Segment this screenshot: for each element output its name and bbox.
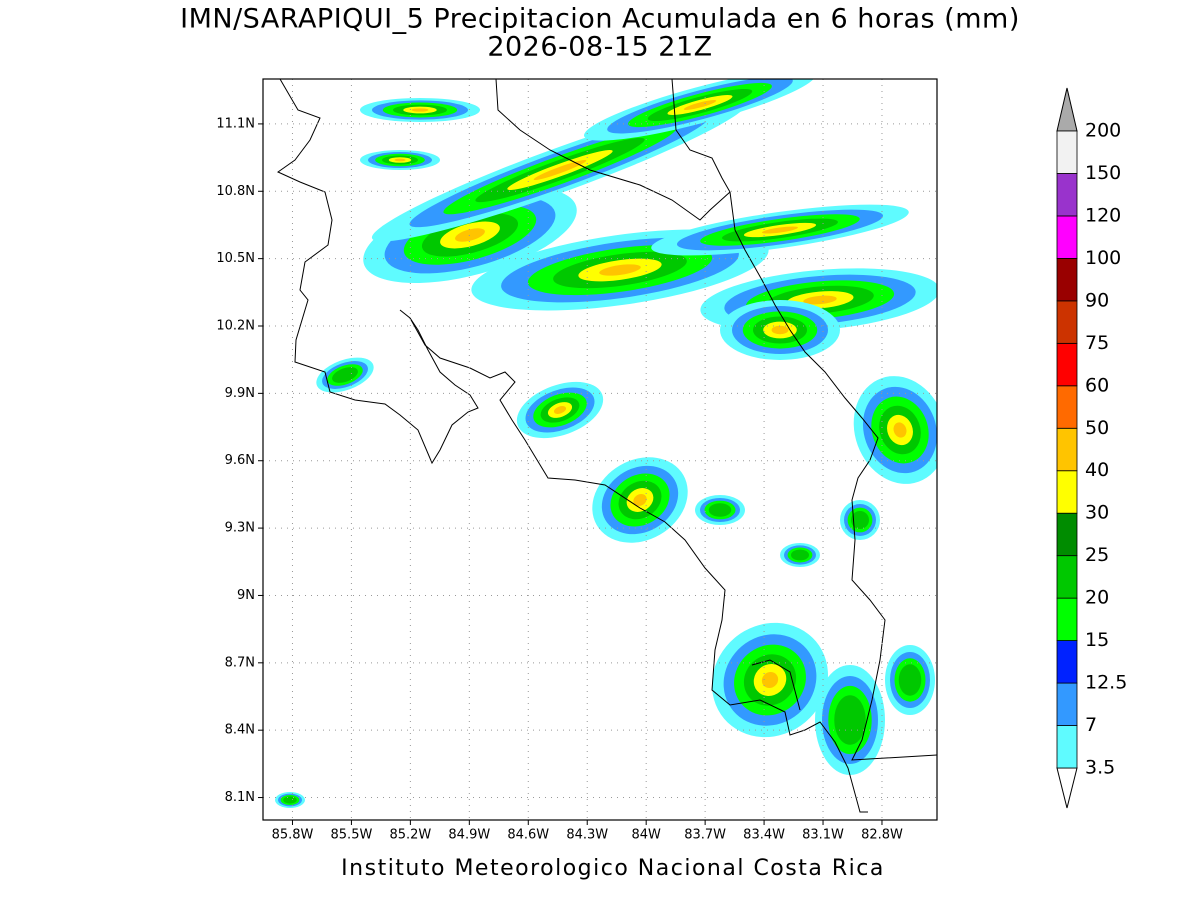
colorbar-label: 7 [1085,714,1097,736]
x-tick-label: 84W [631,828,661,843]
title: IMN/SARAPIQUI_5 Precipitacion Acumulada … [180,4,1020,35]
y-tick-label: 8.1N [225,790,255,805]
colorbar-label: 25 [1085,544,1109,566]
colorbar-label: 120 [1085,204,1121,226]
x-tick-label: 85.2W [389,828,431,843]
colorbar-bin [1056,342,1078,387]
rain-cell [708,503,732,517]
colorbar-label: 150 [1085,162,1121,184]
y-tick-label: 9.6N [225,453,255,468]
rain-cell [633,494,647,506]
precipitation-field [275,79,937,808]
x-tick-label: 85.5W [331,828,373,843]
colorbar-over [1056,87,1078,132]
colorbar-bin [1056,725,1078,769]
y-tick-label: 10.2N [216,319,255,334]
rain-cell [761,672,779,688]
rain-cell [533,159,587,181]
colorbar-label: 30 [1085,502,1109,524]
rain-cell [803,295,837,305]
colorbar-label: 3.5 [1085,757,1115,779]
colorbar-label: 12.5 [1085,672,1127,694]
colorbar-label: 15 [1085,629,1109,651]
rain-cell [898,664,922,696]
rain-cell [851,511,869,529]
colorbar-label: 100 [1085,247,1121,269]
y-tick-label: 8.7N [225,655,255,670]
colorbar-bin [1056,300,1078,344]
rain-cell [283,796,297,804]
colorbar-bin [1056,427,1078,472]
credit: Instituto Meteorologico Nacional Costa R… [341,856,885,881]
colorbar-label: 50 [1085,417,1109,439]
x-tick-label: 85.8W [272,828,314,843]
colorbar-bin [1056,215,1078,259]
y-tick-label: 8.4N [225,723,255,738]
x-tick-label: 84.6W [507,828,549,843]
coastline [671,79,937,761]
y-tick-label: 10.8N [216,184,255,199]
x-tick-label: 84.9W [448,828,490,843]
colorbar: 3.5 7 12.5 15 20 25 30 40 50 60 75 90 100 120 150 200 [1056,87,1127,809]
y-tick-label: 11.1N [216,116,255,131]
colorbar-label: 200 [1085,120,1121,142]
coastline [276,79,479,465]
colorbar-bin [1056,130,1078,174]
rain-cell [791,549,809,561]
colorbar-bin [1056,173,1078,217]
rain-cell [553,406,567,414]
rain-cell [599,264,641,276]
x-tick-label: 83.1W [802,828,844,843]
y-tick-label: 9.3N [225,521,255,536]
colorbar-bin [1056,512,1078,557]
rain-cell [332,367,358,383]
rain-cell [771,325,789,335]
colorbar-label: 20 [1085,587,1109,609]
colorbar-bin [1056,597,1078,642]
x-tick-label: 83.7W [684,828,726,843]
x-tick-label: 83.4W [743,828,785,843]
axes: 85.8W 85.5W 85.2W 84.9W 84.6W 84.3W 84W 83.7W 83… [216,79,937,843]
rain-cell [893,422,907,438]
colorbar-bin [1056,385,1078,429]
map-frame [262,78,938,821]
colorbar-label: 75 [1085,332,1109,354]
rain-cell [411,108,429,112]
colorbar-bin [1056,682,1078,726]
coastline [409,317,868,813]
rain-cell [683,100,717,110]
y-tick-label: 9N [237,588,255,603]
colorbar-under [1056,767,1078,809]
colorbar-bin [1056,257,1078,302]
x-tick-label: 84.3W [566,828,608,843]
colorbar-bin [1056,555,1078,599]
rain-cell [834,695,866,745]
x-tick-label: 82.8W [861,828,903,843]
rain-cell [455,228,485,242]
colorbar-bin [1056,470,1078,514]
coastlines [276,79,937,813]
border [495,79,731,221]
colorbar-bin [1056,640,1078,684]
rain-cell [761,226,799,234]
rain-cell [394,158,406,162]
colorbar-label: 60 [1085,374,1109,396]
y-tick-label: 9.9N [225,386,255,401]
subtitle: 2026-08-15 21Z [487,32,712,63]
colorbar-label: 90 [1085,289,1109,311]
y-tick-label: 10.5N [216,251,255,266]
colorbar-label: 40 [1085,459,1109,481]
